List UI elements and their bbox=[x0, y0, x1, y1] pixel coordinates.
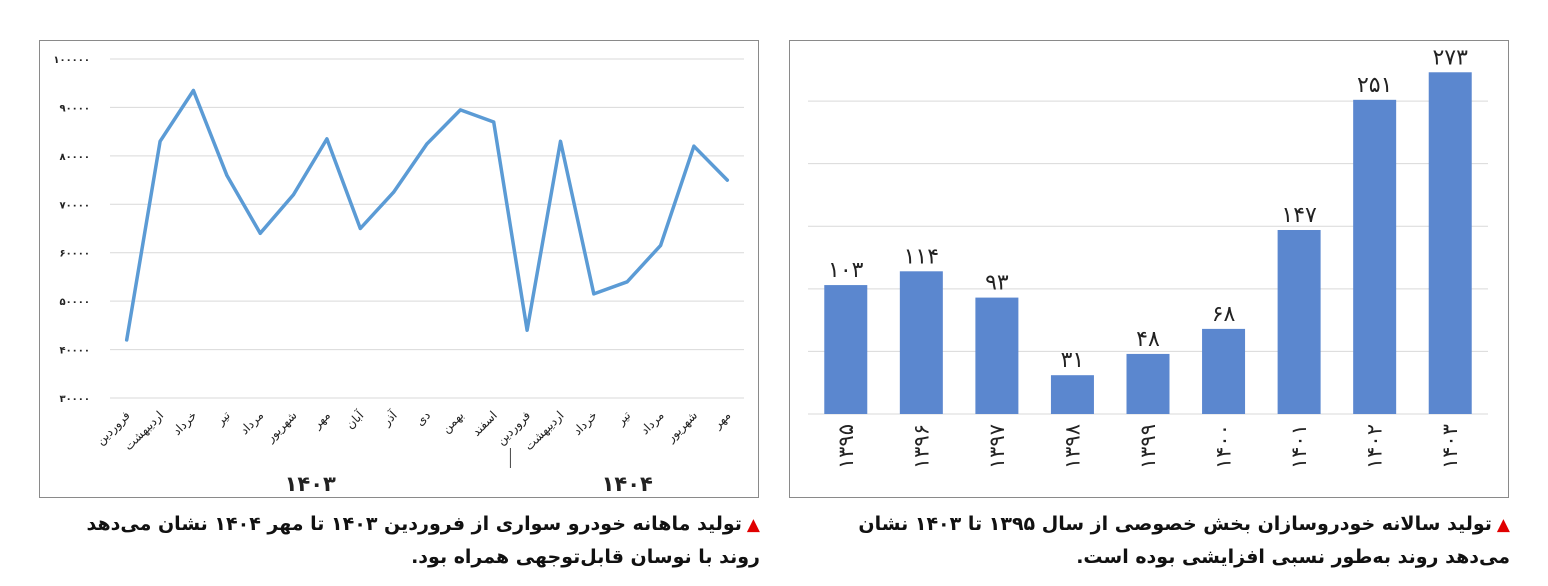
data-point bbox=[425, 142, 429, 146]
data-point bbox=[392, 190, 396, 194]
data-point bbox=[692, 144, 696, 148]
data-point bbox=[358, 227, 362, 230]
x-tick-label: بهمن bbox=[439, 408, 467, 436]
x-tick-label: مهر bbox=[710, 408, 734, 432]
y-tick-label: ۳۰۰۰۰ bbox=[59, 394, 90, 405]
x-tick-label: ۱۳۹۵ bbox=[834, 424, 858, 469]
x-tick-label: آذر bbox=[378, 407, 401, 430]
x-tick-label: ۱۳۹۷ bbox=[985, 424, 1009, 469]
bar-value-label: ۱۱۴ bbox=[904, 244, 939, 269]
data-point bbox=[625, 280, 629, 284]
bar bbox=[899, 271, 943, 414]
bar-caption-line-2: می‌دهد روند به‌طور نسبی افزایشی بوده است… bbox=[1076, 546, 1510, 568]
bar bbox=[1050, 375, 1094, 414]
red-triangle-icon: ▲ bbox=[746, 515, 760, 535]
bar-value-label: ۴۸ bbox=[1136, 327, 1160, 352]
bar bbox=[1353, 99, 1397, 414]
x-tick-label: شهریور bbox=[663, 408, 701, 446]
bar-chart-caption: ▲تولید سالانه خودروسازان بخش خصوصی از سا… bbox=[858, 508, 1510, 573]
bar bbox=[824, 285, 868, 414]
x-tick-label: خرداد bbox=[170, 408, 200, 438]
x-tick-label: اسفند bbox=[469, 408, 500, 439]
line-chart: ۳۰۰۰۰ ۴۰۰۰۰ ۵۰۰۰۰ ۶۰۰۰۰ ۷۰۰۰۰ ۸۰۰۰۰ ۹۰۰۰۰ ۱۰۰۰۰… bbox=[53, 55, 744, 496]
bar bbox=[1428, 72, 1472, 415]
group-label: ۱۴۰۴ bbox=[602, 472, 653, 496]
line-caption-line-2: روند با نوسان قابل‌توجهی همراه بود. bbox=[411, 546, 760, 568]
x-tick-label: خرداد bbox=[570, 408, 600, 438]
bar bbox=[1126, 353, 1170, 414]
x-tick-label: مرداد bbox=[638, 408, 668, 438]
y-tick-label: ۵۰۰۰۰ bbox=[59, 297, 90, 308]
data-point bbox=[325, 137, 329, 141]
line-series bbox=[124, 88, 730, 342]
data-point bbox=[258, 231, 262, 235]
y-tick-label: ۶۰۰۰۰ bbox=[59, 249, 90, 260]
line-caption-line-1: تولید ماهانه خودرو سواری از فروردین ۱۴۰۳… bbox=[86, 513, 742, 535]
bar-value-label: ۱۰۳ bbox=[828, 258, 864, 283]
x-tick-label: ۱۳۹۶ bbox=[909, 424, 933, 469]
bar-value-label: ۲۵۱ bbox=[1357, 73, 1392, 98]
x-tick-label: آبان bbox=[342, 407, 367, 432]
group-label: ۱۴۰۳ bbox=[285, 472, 336, 496]
y-tick-label: ۷۰۰۰۰ bbox=[59, 200, 90, 211]
x-tick-label: ۱۴۰۲ bbox=[1363, 424, 1387, 469]
x-tick-label: ۱۴۰۰ bbox=[1212, 424, 1236, 469]
bar-chart-panel: ۱۰۳ ۱۳۹۵ ۱۱۴ ۱۳۹۶ ۹۳ ۱۳۹۷ ۳۱ ۱۳۹۸ ۴۸ ۱۳۹۹ ۶۸ ۱۴۰۰ ۱۴… bbox=[789, 40, 1509, 498]
data-point bbox=[558, 139, 562, 143]
bar-value-label: ۹۳ bbox=[985, 271, 1009, 296]
bar-value-label: ۱۴۷ bbox=[1281, 203, 1317, 228]
bar-value-label: ۳۱ bbox=[1061, 348, 1085, 373]
y-tick-label: ۴۰۰۰۰ bbox=[59, 346, 90, 357]
bar-value-label: ۶۸ bbox=[1212, 302, 1236, 327]
data-point bbox=[225, 173, 229, 177]
x-tick-label: ۱۴۰۳ bbox=[1438, 424, 1462, 469]
x-tick-label: دی bbox=[413, 408, 433, 428]
data-point bbox=[125, 338, 129, 342]
y-tick-label: ۱۰۰۰۰۰ bbox=[53, 55, 90, 66]
red-triangle-icon: ▲ bbox=[1496, 515, 1510, 535]
bar-caption-line-1: تولید سالانه خودروسازان بخش خصوصی از سال… bbox=[858, 513, 1492, 535]
x-tick-label: ۱۳۹۹ bbox=[1136, 424, 1160, 469]
data-point bbox=[458, 108, 462, 112]
line-chart-panel: ۳۰۰۰۰ ۴۰۰۰۰ ۵۰۰۰۰ ۶۰۰۰۰ ۷۰۰۰۰ ۸۰۰۰۰ ۹۰۰۰۰ ۱۰۰۰۰… bbox=[39, 40, 759, 498]
x-tick-label: مرداد bbox=[237, 408, 267, 438]
data-point bbox=[191, 88, 195, 92]
data-point bbox=[659, 243, 663, 247]
x-tick-label: تیر bbox=[613, 408, 634, 429]
data-point bbox=[158, 139, 162, 143]
line-chart-caption: ▲تولید ماهانه خودرو سواری از فروردین ۱۴۰… bbox=[86, 508, 760, 573]
data-point bbox=[725, 178, 729, 182]
x-tick-label: شهریور bbox=[262, 408, 300, 446]
data-point bbox=[492, 120, 496, 124]
x-tick-label: ۱۳۹۸ bbox=[1060, 424, 1084, 469]
y-tick-label: ۹۰۰۰۰ bbox=[59, 103, 90, 114]
bar bbox=[1202, 328, 1246, 414]
x-tick-label: تیر bbox=[213, 408, 234, 429]
bar bbox=[1277, 229, 1321, 414]
x-tick-label: مهر bbox=[309, 408, 333, 432]
bar-value-label: ۲۷۳ bbox=[1432, 45, 1468, 70]
data-point bbox=[292, 193, 296, 197]
bar-chart: ۱۰۳ ۱۳۹۵ ۱۱۴ ۱۳۹۶ ۹۳ ۱۳۹۷ ۳۱ ۱۳۹۸ ۴۸ ۱۳۹۹ ۶۸ ۱۴۰۰ ۱۴… bbox=[808, 45, 1488, 469]
x-tick-label: ۱۴۰۱ bbox=[1287, 424, 1311, 469]
bar bbox=[975, 297, 1019, 414]
data-point bbox=[525, 328, 529, 332]
y-tick-label: ۸۰۰۰۰ bbox=[59, 152, 90, 163]
data-point bbox=[592, 292, 596, 296]
